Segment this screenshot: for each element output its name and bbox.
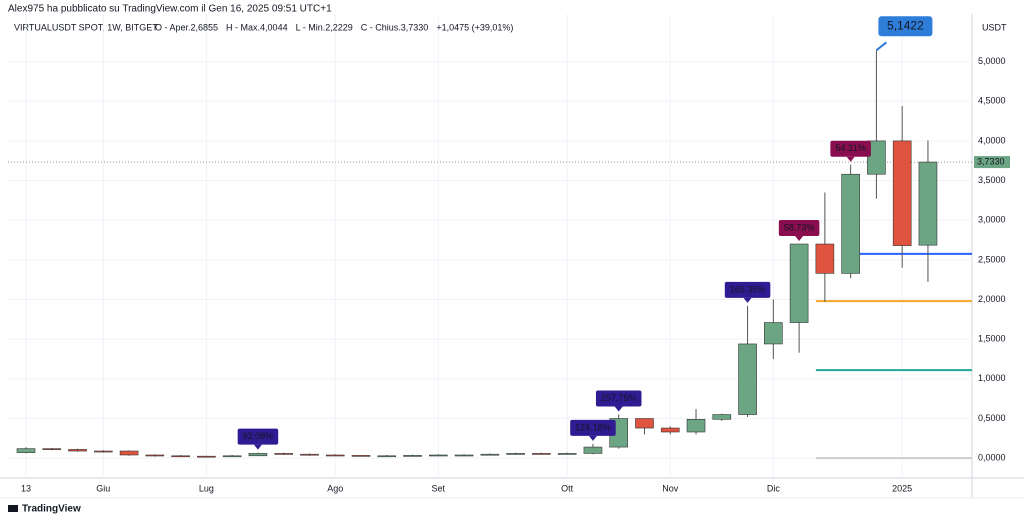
y-tick-label: 4,0000: [978, 135, 1006, 145]
annotation-box: [830, 140, 871, 157]
x-tick-label: Set: [432, 483, 446, 493]
y-tick-label: 5,0000: [978, 56, 1006, 66]
annotation-pointer: [743, 297, 752, 303]
candle-body: [635, 418, 654, 429]
candle-body: [557, 453, 577, 455]
annotation-label: 92.08%: [243, 431, 274, 441]
annotation-box: [570, 419, 616, 436]
price-tag-label: 3,7330: [977, 156, 1005, 166]
annotation-label: 257.75%: [601, 393, 637, 403]
candle-body: [300, 453, 319, 456]
candle-body: [738, 343, 757, 415]
annotation-pointer: [253, 444, 262, 450]
y-tick-label: 2,5000: [978, 254, 1006, 264]
y-tick-label: 2,0000: [978, 294, 1006, 304]
annotation-label: 124.18%: [575, 422, 611, 432]
annotation-label: 165.35%: [730, 284, 766, 294]
y-tick-label: 3,5000: [978, 175, 1006, 185]
candle-body: [480, 453, 500, 456]
annotation-box: [778, 220, 820, 237]
candle-body: [867, 140, 886, 175]
x-tick-label: 13: [21, 483, 31, 493]
y-tick-label: 0,5000: [978, 413, 1006, 423]
candle-body: [94, 450, 113, 453]
legend-item: L - Min.2,2229: [296, 22, 353, 32]
annotation-box: [595, 390, 642, 407]
candle-body: [532, 453, 551, 455]
legend-item: O - Aper.2,6855: [155, 22, 218, 32]
candle-body: [42, 448, 62, 450]
annotation-box: [237, 428, 279, 445]
annotation-pointer: [588, 435, 597, 441]
candle-body: [429, 454, 448, 457]
x-tick-label: Dic: [767, 483, 780, 493]
x-tick-label: 2025: [892, 483, 912, 493]
candle-body: [222, 455, 242, 458]
price-tag: [974, 156, 1010, 169]
annotation-label: 58.73%: [784, 222, 815, 232]
y-tick-label: 0,0000: [978, 453, 1006, 463]
candle-body: [918, 161, 938, 246]
legend-item: C - Chius.3,7330: [361, 22, 429, 32]
candle-body: [712, 414, 732, 420]
candle-body: [892, 140, 912, 246]
x-tick-label: Nov: [662, 483, 679, 493]
grid: [8, 14, 972, 478]
candle-body: [68, 449, 87, 452]
x-tick-label: Ott: [561, 483, 574, 493]
max-pointer: [875, 41, 888, 52]
y-tick-label: 3,0000: [978, 215, 1006, 225]
y-tick-label: 1,5000: [978, 334, 1006, 344]
candle-body: [583, 446, 603, 454]
annotation-pointer: [795, 236, 804, 242]
legend-item: H - Max.4,0044: [226, 22, 288, 32]
x-tick-label: Giu: [96, 483, 110, 493]
candle-body: [351, 455, 371, 457]
candle-body: [789, 243, 809, 323]
annotation-pointer: [846, 156, 855, 162]
candle-body: [764, 322, 783, 345]
annotation-box: [724, 281, 771, 298]
candle-body: [660, 427, 680, 433]
candle-body: [841, 173, 860, 274]
candle-body: [686, 419, 706, 433]
x-tick-label: Ago: [327, 483, 343, 493]
y-tick-label: 1,0000: [978, 373, 1006, 383]
candle-body: [16, 448, 36, 453]
max-box: [878, 16, 933, 37]
annotation-label: 54.31%: [835, 143, 866, 153]
candle-body: [377, 455, 397, 458]
candle-body: [454, 454, 474, 457]
legend-item: +1,0475 (+39,01%): [436, 22, 513, 32]
chart-title: VIRTUALUSDT SPOT, 1W, BITGET: [14, 22, 158, 32]
header: Alex975 ha pubblicato su TradingView.com…: [8, 4, 332, 15]
candle-body: [197, 455, 216, 458]
footer: TradingView: [22, 504, 81, 515]
candle-body: [119, 450, 139, 456]
candle-body: [171, 455, 190, 458]
candle-body: [274, 453, 294, 455]
y-axis-label: USDT: [982, 22, 1007, 32]
candle-body: [145, 454, 165, 457]
annotation-pointer: [614, 406, 623, 412]
candle-body: [403, 455, 422, 457]
logo: [8, 505, 18, 512]
y-tick-label: 4,5000: [978, 96, 1006, 106]
candle-body: [506, 453, 525, 455]
x-tick-label: Lug: [199, 483, 214, 493]
max-label: 5,1422: [887, 18, 924, 32]
candle-body: [248, 453, 268, 457]
candle-body: [325, 454, 345, 457]
candle-body: [815, 243, 835, 274]
